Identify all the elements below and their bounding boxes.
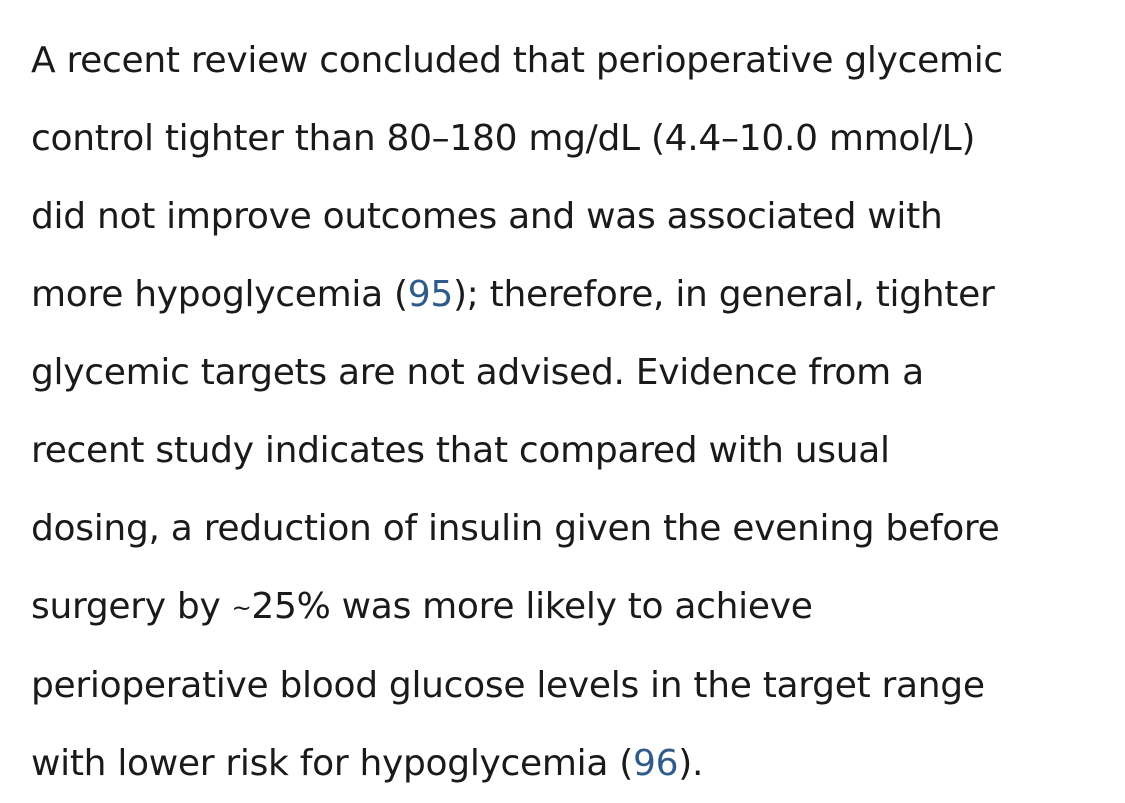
paragraph-line: control tighter than 80–180 mg/dL (4.4–1… bbox=[31, 118, 976, 159]
paragraph-text: ). bbox=[678, 743, 704, 784]
paragraph-line: more hypoglycemia (95); therefore, in ge… bbox=[31, 256, 1116, 334]
paragraph-line: glycemic targets are not advised. Eviden… bbox=[31, 352, 924, 393]
paragraph-line: perioperative blood glucose levels in th… bbox=[31, 665, 985, 706]
paragraph-text: 25% was more likely to achieve bbox=[251, 586, 813, 627]
approx-symbol: ~ bbox=[231, 594, 252, 622]
paragraph-text: surgery by bbox=[31, 586, 232, 627]
paragraph-text: more hypoglycemia ( bbox=[31, 274, 408, 315]
paragraph-line: surgery by ~25% was more likely to achie… bbox=[31, 568, 1116, 647]
paragraph-text: ); therefore, in general, tighter bbox=[452, 274, 995, 315]
paragraph-line: dosing, a reduction of insulin given the… bbox=[31, 508, 1000, 549]
paragraph-line: with lower risk for hypoglycemia (96). bbox=[31, 725, 1116, 803]
article-paragraph: A recent review concluded that periopera… bbox=[31, 22, 1116, 803]
paragraph-line: A recent review concluded that periopera… bbox=[31, 40, 1003, 81]
reference-link-96[interactable]: 96 bbox=[633, 743, 679, 784]
reference-link-95[interactable]: 95 bbox=[407, 274, 454, 315]
paragraph-line: did not improve outcomes and was associa… bbox=[31, 196, 943, 237]
paragraph-line: recent study indicates that compared wit… bbox=[31, 430, 890, 471]
paragraph-text: with lower risk for hypoglycemia ( bbox=[31, 743, 633, 784]
